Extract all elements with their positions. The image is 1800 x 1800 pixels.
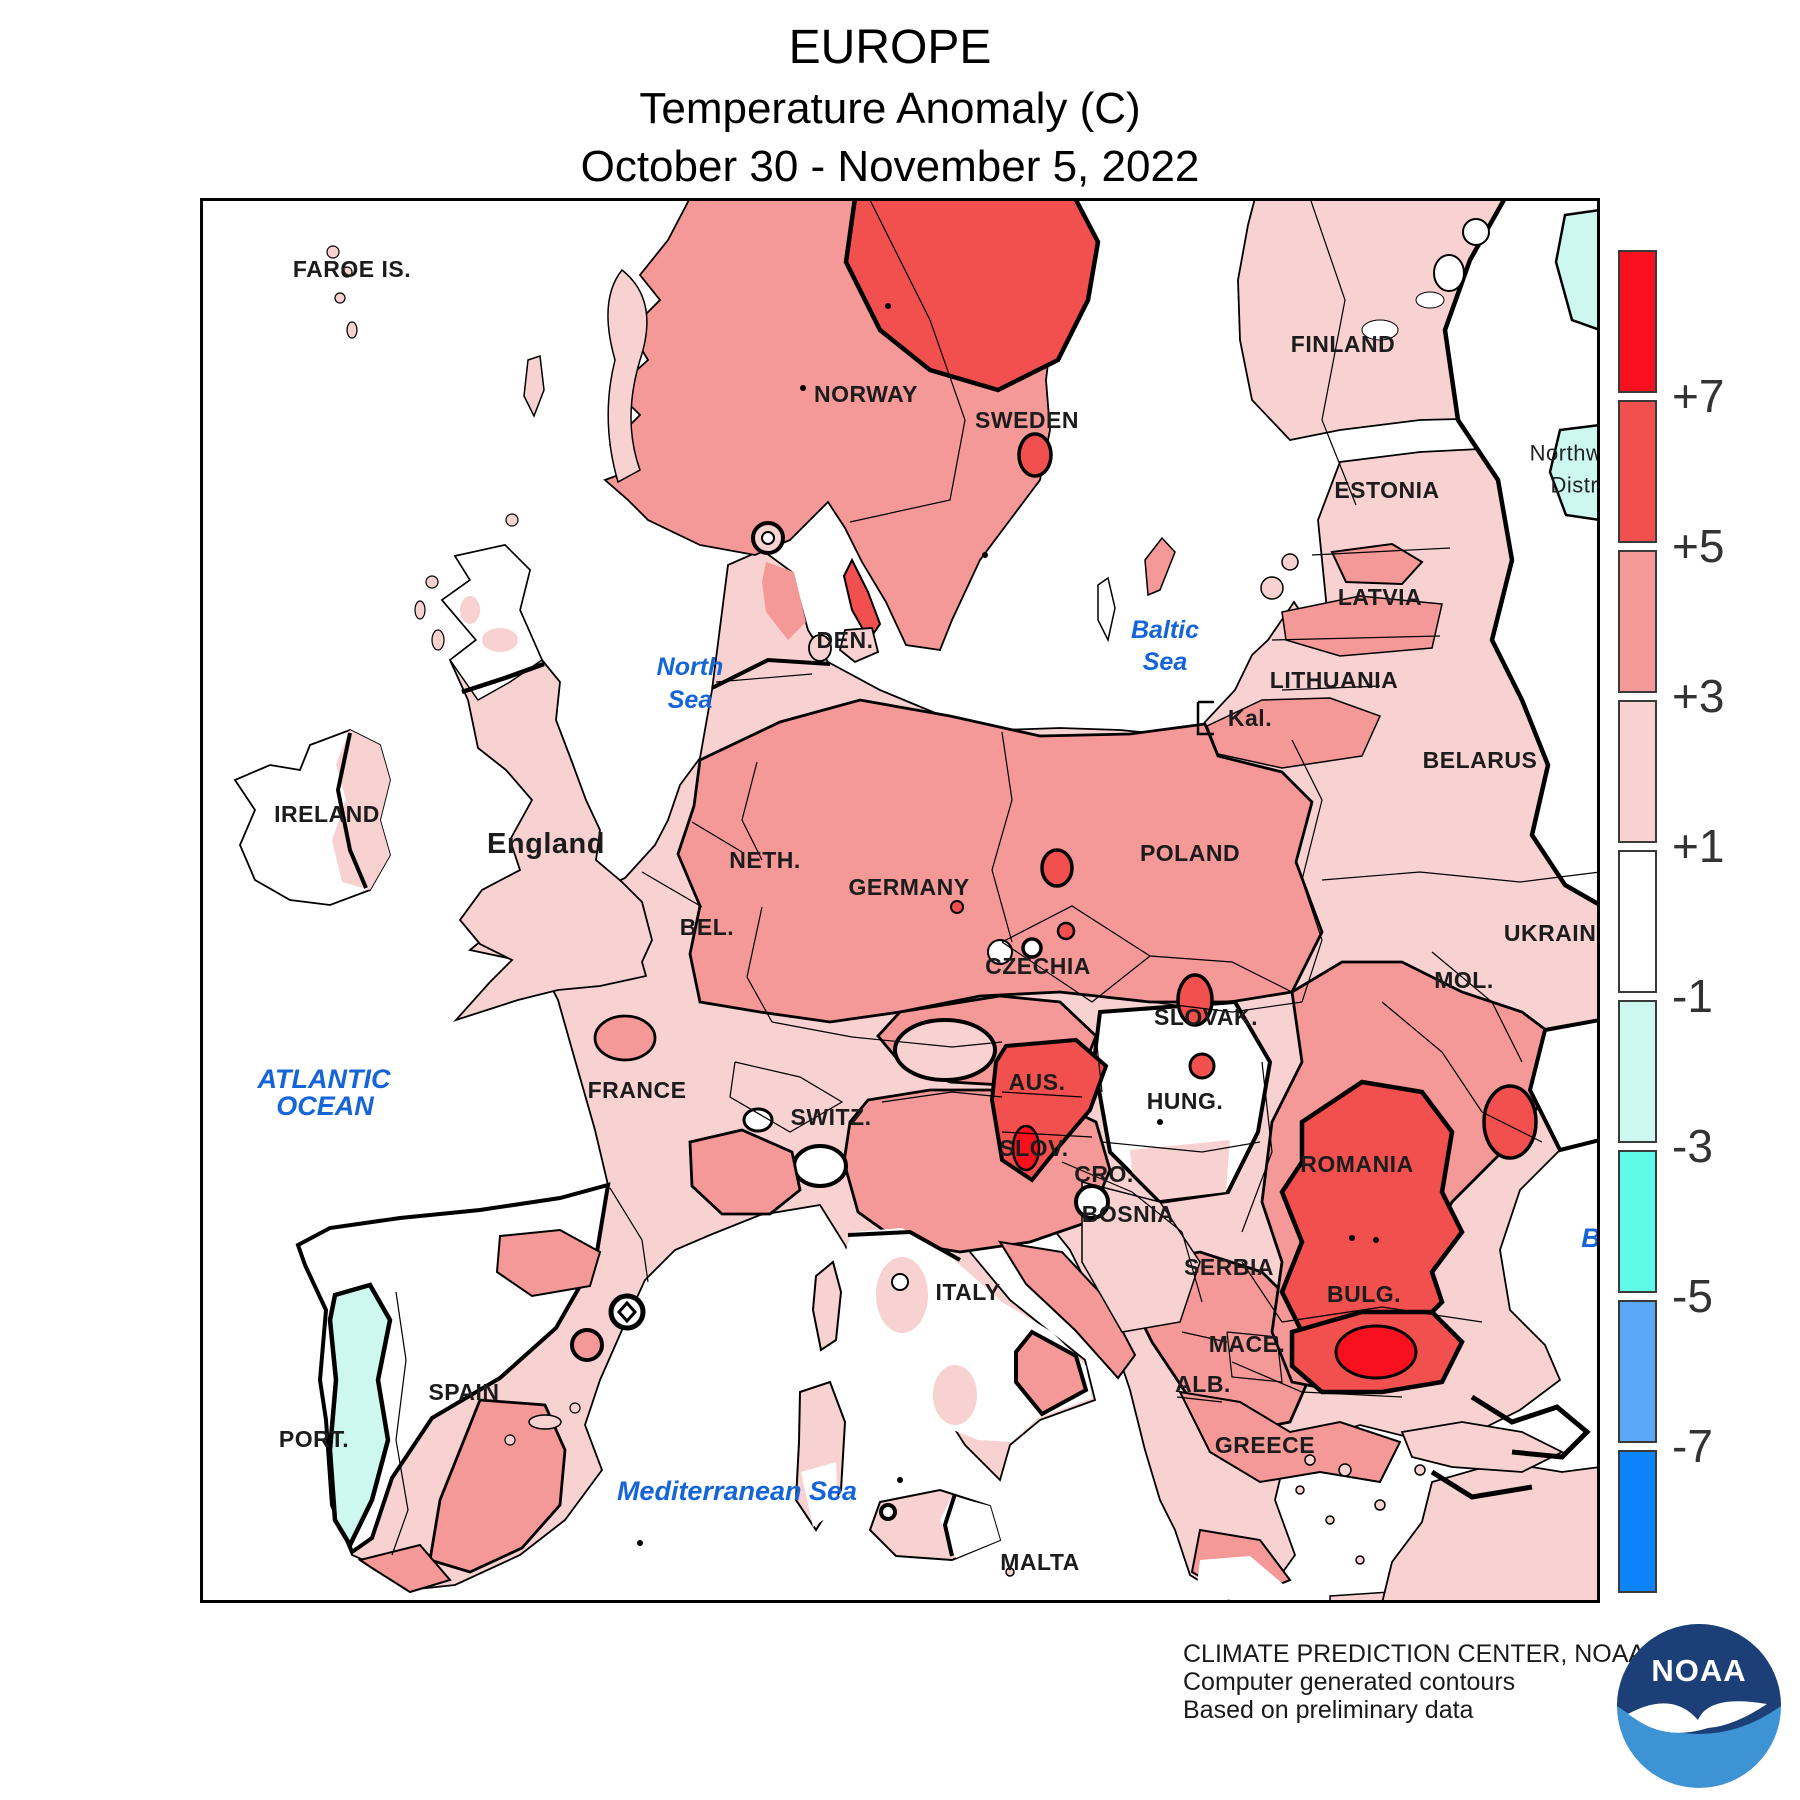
legend-value-minus1: -1: [1672, 970, 1713, 1022]
map-subtitle: Temperature Anomaly (C): [639, 84, 1141, 133]
label-slovakia: SLOVAK.: [1154, 1004, 1258, 1030]
label-ukraine: UKRAINE: [1504, 920, 1600, 946]
label-north-sea-line1: North: [657, 653, 724, 681]
label-switzerland: SWITZ.: [791, 1104, 872, 1130]
label-atlantic-ocean-line1: ATLANTIC: [257, 1064, 391, 1094]
label-czechia: CZECHIA: [985, 953, 1091, 979]
legend-swatch-plus7: [1618, 250, 1657, 393]
legend-swatch-minus7: [1618, 1450, 1657, 1593]
label-malta: MALTA: [1000, 1549, 1080, 1575]
label-bosnia: BOSNIA: [1082, 1201, 1174, 1227]
country-labels: FAROE IS. NORWAY SWEDEN FINLAND ESTONIA …: [274, 256, 1612, 1575]
label-moldova: MOL.: [1434, 967, 1494, 993]
label-belgium: BEL.: [680, 914, 734, 940]
europe-anomaly-map: FAROE IS. NORWAY SWEDEN FINLAND ESTONIA …: [200, 195, 1612, 1604]
legend-swatch-zero: [1618, 850, 1657, 993]
label-germany: GERMANY: [848, 874, 969, 900]
label-denmark: DEN.: [817, 627, 874, 653]
label-northwestern-district-line1: Northw: [1530, 441, 1600, 466]
noaa-logo: NOAA: [1617, 1624, 1781, 1788]
legend-value-plus1: +1: [1672, 820, 1725, 872]
label-albania: ALB.: [1175, 1371, 1231, 1397]
map-date-range: October 30 - November 5, 2022: [580, 142, 1200, 191]
label-north-sea-line2: Sea: [668, 686, 713, 714]
label-france: FRANCE: [588, 1077, 687, 1103]
label-poland: POLAND: [1140, 840, 1240, 866]
label-norway: NORWAY: [814, 381, 918, 407]
label-baltic-sea-line2: Sea: [1143, 648, 1188, 676]
map-border: [200, 198, 1600, 1603]
label-atlantic-ocean-line2: OCEAN: [276, 1091, 374, 1121]
legend-value-plus3: +3: [1672, 670, 1725, 722]
label-baltic-sea-line1: Baltic: [1131, 616, 1199, 644]
label-slovenia: SLOV.: [999, 1135, 1068, 1161]
label-austria: AUS.: [1009, 1069, 1066, 1095]
label-sweden: SWEDEN: [975, 407, 1079, 433]
label-northwestern-district-line2: Distri: [1550, 473, 1600, 498]
footer-line2: Computer generated contours: [1183, 1668, 1516, 1696]
label-netherlands: NETH.: [729, 847, 801, 873]
label-portugal: PORT.: [279, 1426, 349, 1452]
legend-value-plus5: +5: [1672, 520, 1725, 572]
legend-swatch-minus1: [1618, 1000, 1657, 1143]
label-faroe-is: FAROE IS.: [293, 256, 411, 282]
legend-swatch-plus3: [1618, 550, 1657, 693]
label-england: England: [487, 828, 605, 860]
label-black-sea: B: [1581, 1223, 1600, 1253]
legend-value-minus5: -5: [1672, 1270, 1713, 1322]
legend-swatch-minus3: [1618, 1150, 1657, 1293]
legend-swatch-plus1: [1618, 700, 1657, 843]
label-kaliningrad: Kal.: [1228, 705, 1272, 731]
label-finland: FINLAND: [1291, 331, 1395, 357]
noaa-logo-text: NOAA: [1651, 1653, 1746, 1688]
label-greece: GREECE: [1215, 1432, 1315, 1458]
legend-value-minus7: -7: [1672, 1420, 1713, 1472]
footer-line1: CLIMATE PREDICTION CENTER, NOAA: [1183, 1640, 1646, 1668]
label-serbia: SERBIA: [1184, 1254, 1274, 1280]
label-bulgaria: BULG.: [1327, 1281, 1401, 1307]
label-macedonia: MACE.: [1209, 1331, 1286, 1357]
map-title: EUROPE: [788, 21, 992, 74]
footer-credits: CLIMATE PREDICTION CENTER, NOAA Computer…: [1183, 1640, 1645, 1724]
legend-value-minus3: -3: [1672, 1120, 1713, 1172]
label-latvia: LATVIA: [1338, 584, 1422, 610]
map-svg: FAROE IS. NORWAY SWEDEN FINLAND ESTONIA …: [200, 195, 1612, 1604]
sea-labels: North Sea Baltic Sea ATLANTIC OCEAN Medi…: [257, 616, 1601, 1506]
label-belarus: BELARUS: [1423, 747, 1538, 773]
label-spain: SPAIN: [428, 1379, 499, 1405]
label-mediterranean-sea: Mediterranean Sea: [617, 1476, 857, 1506]
label-romania: ROMANIA: [1300, 1151, 1413, 1177]
label-ireland: IRELAND: [274, 801, 380, 827]
label-hungary: HUNG.: [1147, 1088, 1224, 1114]
label-italy: ITALY: [935, 1279, 1000, 1305]
legend-swatch-plus5: [1618, 400, 1657, 543]
label-croatia: CRO.: [1074, 1161, 1134, 1187]
label-estonia: ESTONIA: [1334, 477, 1439, 503]
footer-line3: Based on preliminary data: [1183, 1696, 1474, 1724]
legend-swatch-minus5: [1618, 1300, 1657, 1443]
noaa-bird-icon: [1628, 1701, 1767, 1733]
legend-value-plus7: +7: [1672, 370, 1725, 422]
label-lithuania: LITHUANIA: [1270, 667, 1398, 693]
